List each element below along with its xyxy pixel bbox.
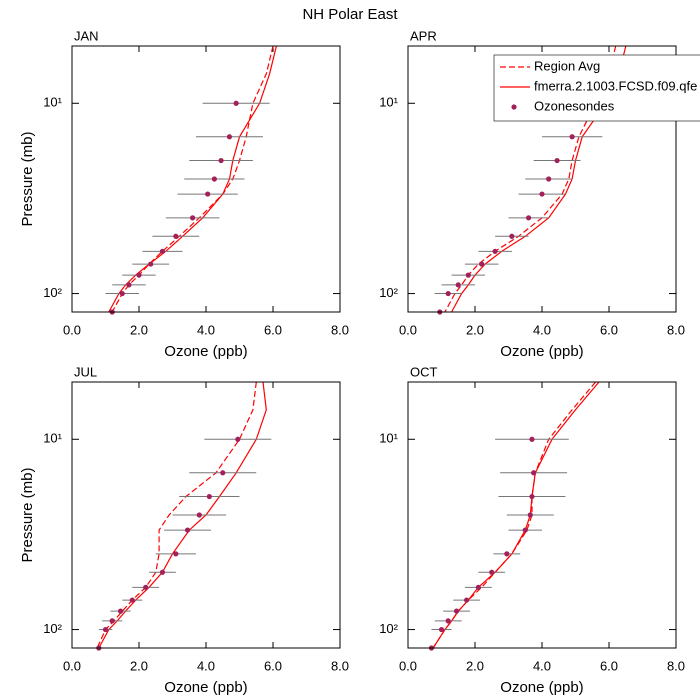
x-axis-label: Ozone (ppb) xyxy=(500,343,583,360)
x-axis-label: Ozone (ppb) xyxy=(500,679,583,696)
plot-frame xyxy=(407,45,677,313)
sonde-point xyxy=(233,100,239,106)
x-tick-label: 4.0 xyxy=(533,658,551,673)
sonde-point xyxy=(455,282,461,288)
legend-box xyxy=(493,54,700,122)
sonde-point xyxy=(109,618,115,624)
sonde-point xyxy=(211,176,217,182)
figure-title: NH Polar East xyxy=(302,6,398,23)
sonde-point xyxy=(218,157,224,164)
sonde-point xyxy=(445,290,451,297)
sonde-point xyxy=(119,290,125,297)
x-tick-label: 8.0 xyxy=(331,658,349,673)
x-axis-label: Ozone (ppb) xyxy=(164,343,247,360)
sonde-point xyxy=(489,569,495,575)
sonde-point xyxy=(159,248,166,254)
sonde-point xyxy=(226,134,233,140)
sonde-point xyxy=(173,551,179,557)
x-tick-label: 4.0 xyxy=(533,322,551,337)
sonde-point xyxy=(190,215,196,221)
legend-marker xyxy=(511,104,517,110)
x-tick-label: 2.0 xyxy=(466,658,484,673)
y-tick-label: 10² xyxy=(379,285,398,300)
sonde-point xyxy=(509,233,515,239)
sonde-point xyxy=(465,272,471,278)
y-tick-label: 10² xyxy=(43,285,62,300)
sonde-point xyxy=(529,493,535,500)
y-tick-label: 10¹ xyxy=(43,431,62,446)
x-tick-label: 6.0 xyxy=(264,322,282,337)
sonde-point xyxy=(453,608,460,614)
x-axis-label: Ozone (ppb) xyxy=(164,679,247,696)
sonde-point xyxy=(143,584,149,590)
legend-label: fmerra.2.1003.FCSD.f09.qfe xyxy=(534,78,697,93)
legend-label: Region Avg xyxy=(534,58,600,73)
y-tick-label: 10¹ xyxy=(379,431,398,446)
x-tick-label: 2.0 xyxy=(130,658,148,673)
sonde-point xyxy=(136,272,142,278)
sonde-point xyxy=(539,191,545,197)
plot-frame xyxy=(71,381,341,649)
sonde-point xyxy=(438,626,445,633)
y-axis-label: Pressure (mb) xyxy=(19,131,36,226)
plot-frame xyxy=(407,381,677,649)
sonde-point xyxy=(569,134,575,140)
x-tick-label: 6.0 xyxy=(600,322,618,337)
sonde-point xyxy=(475,584,481,590)
sonde-point xyxy=(546,176,552,182)
sonde-point xyxy=(235,436,241,442)
panel-title: APR xyxy=(410,28,437,43)
sonde-point xyxy=(526,215,532,221)
x-tick-label: 6.0 xyxy=(600,658,618,673)
model-line xyxy=(96,381,257,649)
sonde-point xyxy=(129,597,135,603)
sonde-point xyxy=(479,261,485,267)
sonde-point xyxy=(529,436,535,442)
x-tick-label: 0.0 xyxy=(399,658,417,673)
sonde-point xyxy=(184,527,191,533)
panel-title: JUL xyxy=(74,364,97,379)
x-tick-label: 6.0 xyxy=(264,658,282,673)
sonde-point xyxy=(173,233,179,239)
plot-frame xyxy=(71,45,341,313)
sonde-point xyxy=(220,470,226,476)
sonde-point xyxy=(206,493,212,500)
legend-label: Ozonesondes xyxy=(534,98,615,113)
x-tick-label: 4.0 xyxy=(197,658,215,673)
y-axis-label: Pressure (mb) xyxy=(19,467,36,562)
sonde-point xyxy=(554,157,560,164)
y-tick-label: 10² xyxy=(379,621,398,636)
sonde-point xyxy=(205,191,211,197)
sonde-point xyxy=(492,248,498,254)
sonde-point xyxy=(102,626,109,633)
panel-title: JAN xyxy=(74,28,99,43)
sonde-point xyxy=(464,597,470,603)
sonde-point xyxy=(126,282,132,288)
x-tick-label: 8.0 xyxy=(331,322,349,337)
x-tick-label: 0.0 xyxy=(399,322,417,337)
sonde-point xyxy=(504,551,510,557)
sonde-point xyxy=(531,470,537,476)
x-tick-label: 8.0 xyxy=(667,322,685,337)
x-tick-label: 8.0 xyxy=(667,658,685,673)
x-tick-label: 2.0 xyxy=(466,322,484,337)
panel-title: OCT xyxy=(410,364,438,379)
sonde-point xyxy=(196,512,202,518)
sonde-point xyxy=(445,618,451,624)
sonde-point xyxy=(527,512,533,518)
x-tick-label: 0.0 xyxy=(63,658,81,673)
sonde-point xyxy=(159,569,166,575)
x-tick-label: 2.0 xyxy=(130,322,148,337)
sonde-point xyxy=(117,608,124,614)
x-tick-label: 0.0 xyxy=(63,322,81,337)
sonde-point xyxy=(148,261,154,267)
x-tick-label: 4.0 xyxy=(197,322,215,337)
sonde-point xyxy=(522,527,528,533)
y-tick-label: 10¹ xyxy=(43,95,62,110)
y-tick-label: 10¹ xyxy=(379,95,398,110)
y-tick-label: 10² xyxy=(43,621,62,636)
